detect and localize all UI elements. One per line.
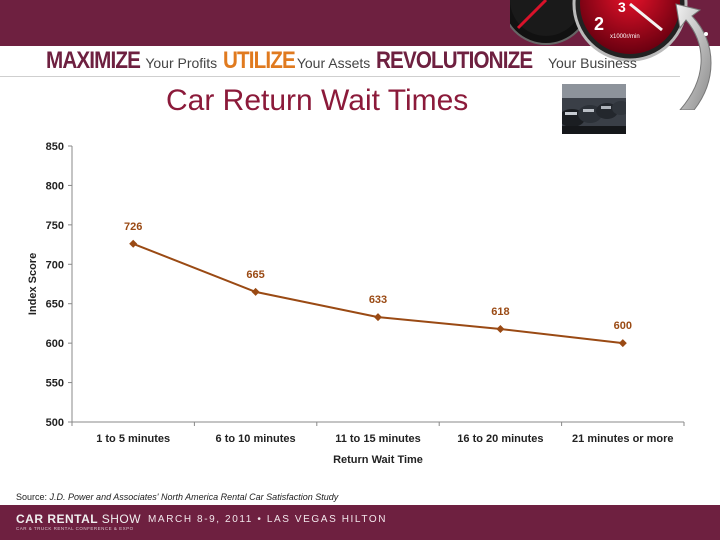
- gauge-label: x1000r/min: [610, 34, 640, 40]
- data-label: 633: [369, 294, 387, 306]
- slide-title: Car Return Wait Times: [166, 84, 469, 117]
- line-chart: 500 550 600 650 700 750 800 850 1 to 5 minutes 6 …: [27, 141, 685, 466]
- tagline-profits: Your Profits: [145, 55, 218, 71]
- event-info: MARCH 8-9, 2011 • LAS VEGAS HILTON: [148, 514, 388, 525]
- y-tick-label: 850: [46, 141, 64, 153]
- tagline-assets: Your Assets: [296, 55, 371, 71]
- data-point: [618, 339, 627, 348]
- gauge-label: 2: [594, 14, 604, 34]
- source-note: Source: J.D. Power and Associates' North…: [16, 492, 338, 502]
- data-point: [129, 239, 138, 248]
- logo-word-show: SHOW: [101, 512, 142, 526]
- gauge-label: 3: [618, 0, 626, 15]
- x-tick-label: 16 to 20 minutes: [457, 433, 543, 445]
- logo-word-car-rental: CAR RENTAL: [16, 512, 98, 526]
- data-label: 665: [246, 269, 264, 281]
- tagline-business: Your Business: [547, 55, 637, 71]
- source-text: J.D. Power and Associates' North America…: [49, 492, 339, 502]
- data-label: 726: [124, 221, 142, 233]
- source-prefix: Source:: [16, 492, 48, 502]
- car-rental-show-logo: CAR RENTAL SHOW: [16, 512, 141, 526]
- y-tick-label: 600: [46, 338, 64, 350]
- footer-band: [0, 505, 720, 540]
- y-tick-label: 550: [46, 378, 64, 390]
- x-axis-title: Return Wait Time: [333, 454, 423, 466]
- data-point: [251, 287, 260, 296]
- x-tick-label: 11 to 15 minutes: [335, 433, 421, 445]
- y-tick-label: 650: [46, 299, 64, 311]
- tagline-revolutionize: REVOLUTIONIZE: [376, 47, 533, 74]
- x-tick-label: 6 to 10 minutes: [216, 433, 296, 445]
- data-point: [496, 324, 505, 333]
- parked-cars-photo: [562, 84, 626, 134]
- x-tick-label: 21 minutes or more: [572, 433, 673, 445]
- speedometer-icon: 2 3 x1000r/min: [510, 0, 720, 110]
- y-tick-label: 500: [46, 417, 64, 429]
- data-label: 618: [491, 306, 509, 318]
- data-label: 600: [614, 320, 632, 332]
- tagline-utilize: UTILIZE: [223, 47, 296, 74]
- y-axis-title: Index Score: [27, 253, 39, 315]
- tagline-divider: [0, 76, 680, 77]
- tagline: MAXIMIZE Your Profits UTILIZE Your Asset…: [46, 47, 643, 77]
- x-tick-label: 1 to 5 minutes: [96, 433, 170, 445]
- y-tick-label: 750: [46, 220, 64, 232]
- y-tick-label: 800: [46, 180, 64, 192]
- logo-subtitle: CAR & TRUCK RENTAL CONFERENCE & EXPO: [16, 526, 134, 531]
- data-point: [374, 313, 382, 322]
- tagline-maximize: MAXIMIZE: [46, 47, 141, 74]
- y-tick-label: 700: [46, 259, 64, 271]
